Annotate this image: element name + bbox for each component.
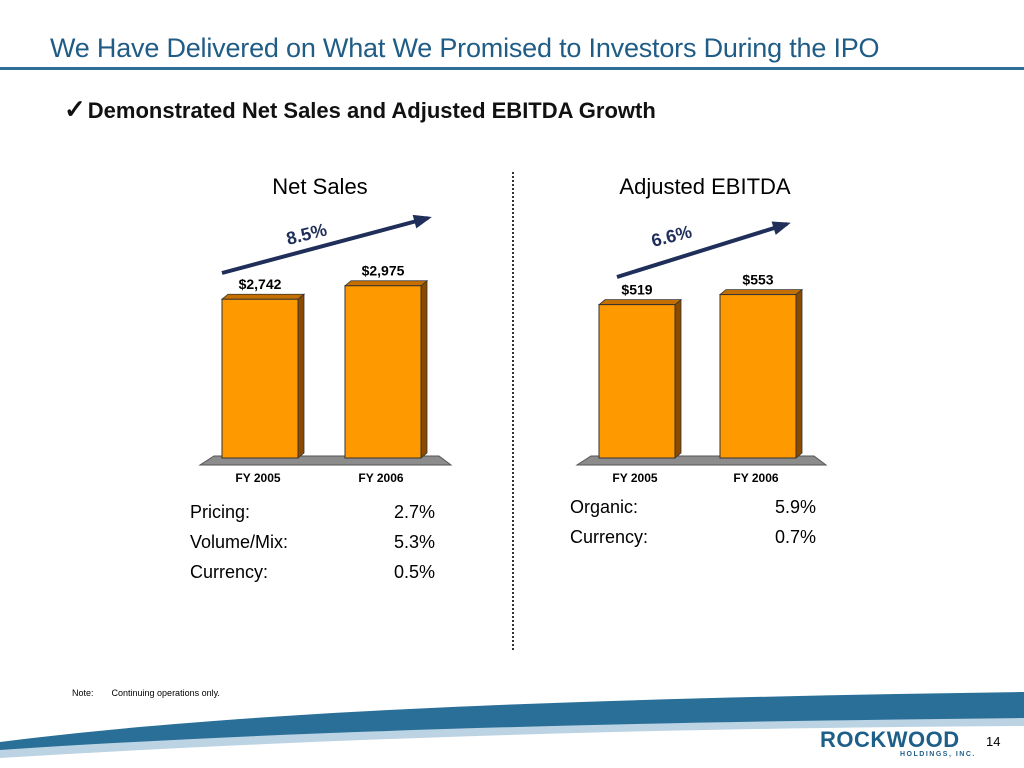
bar-value-label: $2,975 <box>362 263 405 279</box>
footer-swoosh <box>0 692 1024 758</box>
bar-value-label: $519 <box>621 282 652 298</box>
bar <box>221 298 299 459</box>
breakdown-value: 0.7% <box>775 527 817 547</box>
breakdown-row: Volume/Mix: 5.3% <box>190 532 440 562</box>
breakdown-row: Currency: 0.7% <box>570 527 830 557</box>
category-label: FY 2005 <box>235 471 280 485</box>
breakdown-label: Volume/Mix: <box>190 532 289 552</box>
breakdown-label: Pricing: <box>190 502 251 522</box>
bar-top <box>343 280 429 287</box>
growth-label: 6.6% <box>649 222 694 251</box>
checkmark-icon: ✓ <box>64 94 86 124</box>
slide-title: We Have Delivered on What We Promised to… <box>50 33 880 63</box>
footnote: Note: Continuing operations only. <box>72 688 220 698</box>
bar-top <box>220 293 306 300</box>
subtitle-text: Demonstrated Net Sales and Adjusted EBIT… <box>87 98 656 123</box>
bar-side <box>297 293 305 459</box>
bar-value-label: $553 <box>742 272 773 288</box>
bar-top <box>718 289 804 295</box>
breakdown-value: 2.7% <box>394 502 436 522</box>
bar-side <box>795 288 803 459</box>
bar-top <box>597 299 683 306</box>
company-logo-subtitle: HOLDINGS, INC. <box>900 751 976 758</box>
growth-arrow-head <box>771 221 791 235</box>
growth-arrow-line <box>221 216 429 275</box>
breakdown-value: 5.3% <box>394 532 436 552</box>
breakdown-label: Currency: <box>190 562 269 582</box>
category-label: FY 2005 <box>612 471 657 485</box>
growth-arrow-head <box>412 214 432 229</box>
category-label: FY 2006 <box>733 471 778 485</box>
note-text: Continuing operations only. <box>111 688 220 698</box>
bar <box>598 304 676 459</box>
company-logo: ROCKWOOD <box>820 727 960 752</box>
chart-title: Net Sales <box>272 174 367 199</box>
section-divider <box>512 172 514 650</box>
breakdown-label: Currency: <box>570 527 649 547</box>
breakdown-value: 0.5% <box>394 562 436 582</box>
bar-side <box>420 279 428 459</box>
breakdown-row: Pricing: 2.7% <box>190 502 440 532</box>
breakdown-label: Organic: <box>570 497 639 517</box>
page-number: 14 <box>986 734 1001 749</box>
net-sales-breakdown: Pricing: 2.7% Volume/Mix: 5.3% Currency:… <box>190 502 440 592</box>
title-rule <box>0 67 1024 70</box>
bar <box>719 294 797 459</box>
bar <box>344 285 422 459</box>
breakdown-value: 5.9% <box>775 497 817 517</box>
chart-title: Adjusted EBITDA <box>619 174 791 199</box>
breakdown-row: Currency: 0.5% <box>190 562 440 592</box>
growth-arrow-line <box>616 222 788 279</box>
bar-value-label: $2,742 <box>239 276 282 292</box>
note-label: Note: <box>72 688 94 698</box>
subtitle: ✓Demonstrated Net Sales and Adjusted EBI… <box>64 94 656 125</box>
ebitda-breakdown: Organic: 5.9% Currency: 0.7% <box>570 497 830 557</box>
category-label: FY 2006 <box>358 471 403 485</box>
breakdown-row: Organic: 5.9% <box>570 497 830 527</box>
bar-side <box>674 298 682 459</box>
adjusted-ebitda-chart: Adjusted EBITDA $519 FY 2005 $553 FY 2006 6.6… <box>575 174 828 485</box>
